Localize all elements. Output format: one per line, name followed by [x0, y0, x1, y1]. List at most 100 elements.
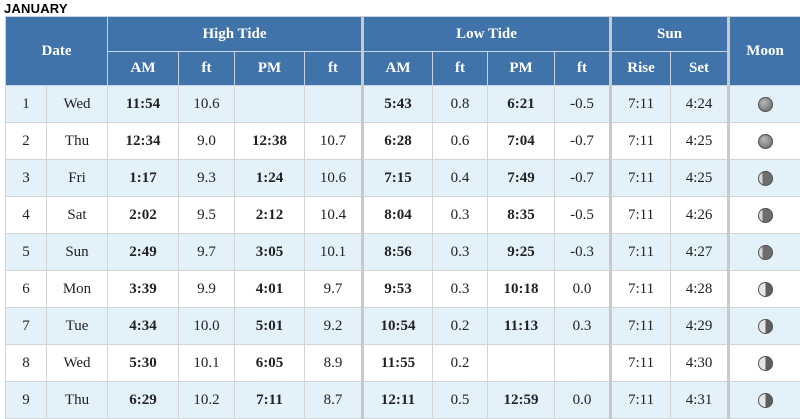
tide-table: Date High Tide Low Tide Sun Moon AM ft P… [5, 16, 800, 419]
header-moon: Moon [729, 17, 800, 86]
low-am-time-cell: 7:15 [363, 160, 433, 197]
moon-cell [729, 271, 800, 308]
sunset-cell: 4:30 [671, 345, 729, 382]
sunset-cell: 4:26 [671, 197, 729, 234]
day-cell: 8 [6, 345, 47, 382]
weekday-cell: Thu [47, 123, 108, 160]
high-am-height-cell: 9.5 [179, 197, 235, 234]
header-date: Date [6, 17, 108, 86]
low-pm-height-cell: 0.3 [555, 308, 611, 345]
header-high-pm: PM [235, 52, 305, 86]
high-pm-time-cell: 4:01 [235, 271, 305, 308]
day-cell: 3 [6, 160, 47, 197]
low-pm-time-cell: 10:18 [488, 271, 555, 308]
low-am-time-cell: 8:56 [363, 234, 433, 271]
low-pm-height-cell: -0.7 [555, 123, 611, 160]
header-high-tide: High Tide [108, 17, 363, 52]
sunset-cell: 4:31 [671, 382, 729, 419]
weekday-cell: Tue [47, 308, 108, 345]
header-high-am: AM [108, 52, 179, 86]
weekday-cell: Sun [47, 234, 108, 271]
sunset-cell: 4:24 [671, 86, 729, 123]
sunrise-cell: 7:11 [611, 160, 671, 197]
high-pm-height-cell: 9.7 [305, 271, 363, 308]
low-pm-height-cell [555, 345, 611, 382]
high-pm-time-cell: 6:05 [235, 345, 305, 382]
high-am-time-cell: 11:54 [108, 86, 179, 123]
header-low-pm-ft: ft [555, 52, 611, 86]
low-am-time-cell: 9:53 [363, 271, 433, 308]
day-cell: 2 [6, 123, 47, 160]
moon-phase-icon [758, 282, 773, 297]
moon-cell [729, 345, 800, 382]
low-pm-time-cell: 8:35 [488, 197, 555, 234]
low-pm-height-cell: -0.7 [555, 160, 611, 197]
moon-cell [729, 123, 800, 160]
moon-phase-icon [758, 134, 773, 149]
sunset-cell: 4:29 [671, 308, 729, 345]
day-cell: 4 [6, 197, 47, 234]
moon-phase-icon [758, 208, 773, 223]
moon-cell [729, 160, 800, 197]
low-pm-height-cell: -0.5 [555, 86, 611, 123]
low-am-time-cell: 10:54 [363, 308, 433, 345]
header-high-pm-ft: ft [305, 52, 363, 86]
moon-cell [729, 86, 800, 123]
low-am-time-cell: 11:55 [363, 345, 433, 382]
moon-phase-icon [758, 245, 773, 260]
high-pm-height-cell: 8.7 [305, 382, 363, 419]
sunrise-cell: 7:11 [611, 86, 671, 123]
moon-cell [729, 234, 800, 271]
month-title: JANUARY [4, 1, 68, 16]
sunrise-cell: 7:11 [611, 345, 671, 382]
high-pm-height-cell: 10.6 [305, 160, 363, 197]
weekday-cell: Sat [47, 197, 108, 234]
high-pm-height-cell: 10.4 [305, 197, 363, 234]
sunrise-cell: 7:11 [611, 197, 671, 234]
sunrise-cell: 7:11 [611, 271, 671, 308]
header-low-pm: PM [488, 52, 555, 86]
low-am-height-cell: 0.4 [433, 160, 488, 197]
day-cell: 5 [6, 234, 47, 271]
day-cell: 1 [6, 86, 47, 123]
low-am-height-cell: 0.8 [433, 86, 488, 123]
low-pm-time-cell: 7:49 [488, 160, 555, 197]
high-pm-time-cell [235, 86, 305, 123]
high-pm-time-cell: 12:38 [235, 123, 305, 160]
high-am-height-cell: 10.6 [179, 86, 235, 123]
high-pm-height-cell [305, 86, 363, 123]
header-sun-set: Set [671, 52, 729, 86]
high-am-height-cell: 10.0 [179, 308, 235, 345]
moon-cell [729, 382, 800, 419]
header-low-am-ft: ft [433, 52, 488, 86]
high-am-time-cell: 4:34 [108, 308, 179, 345]
low-pm-time-cell: 7:04 [488, 123, 555, 160]
moon-phase-icon [758, 97, 773, 112]
high-am-height-cell: 10.2 [179, 382, 235, 419]
high-pm-time-cell: 3:05 [235, 234, 305, 271]
low-am-height-cell: 0.6 [433, 123, 488, 160]
moon-phase-icon [758, 393, 773, 408]
weekday-cell: Wed [47, 86, 108, 123]
weekday-cell: Mon [47, 271, 108, 308]
weekday-cell: Wed [47, 345, 108, 382]
low-pm-height-cell: -0.3 [555, 234, 611, 271]
moon-cell [729, 308, 800, 345]
high-am-height-cell: 9.0 [179, 123, 235, 160]
high-pm-height-cell: 9.2 [305, 308, 363, 345]
low-pm-height-cell: 0.0 [555, 271, 611, 308]
low-pm-time-cell: 6:21 [488, 86, 555, 123]
sunset-cell: 4:27 [671, 234, 729, 271]
low-pm-time-cell [488, 345, 555, 382]
sunset-cell: 4:25 [671, 123, 729, 160]
sunset-cell: 4:28 [671, 271, 729, 308]
weekday-cell: Thu [47, 382, 108, 419]
high-am-height-cell: 10.1 [179, 345, 235, 382]
